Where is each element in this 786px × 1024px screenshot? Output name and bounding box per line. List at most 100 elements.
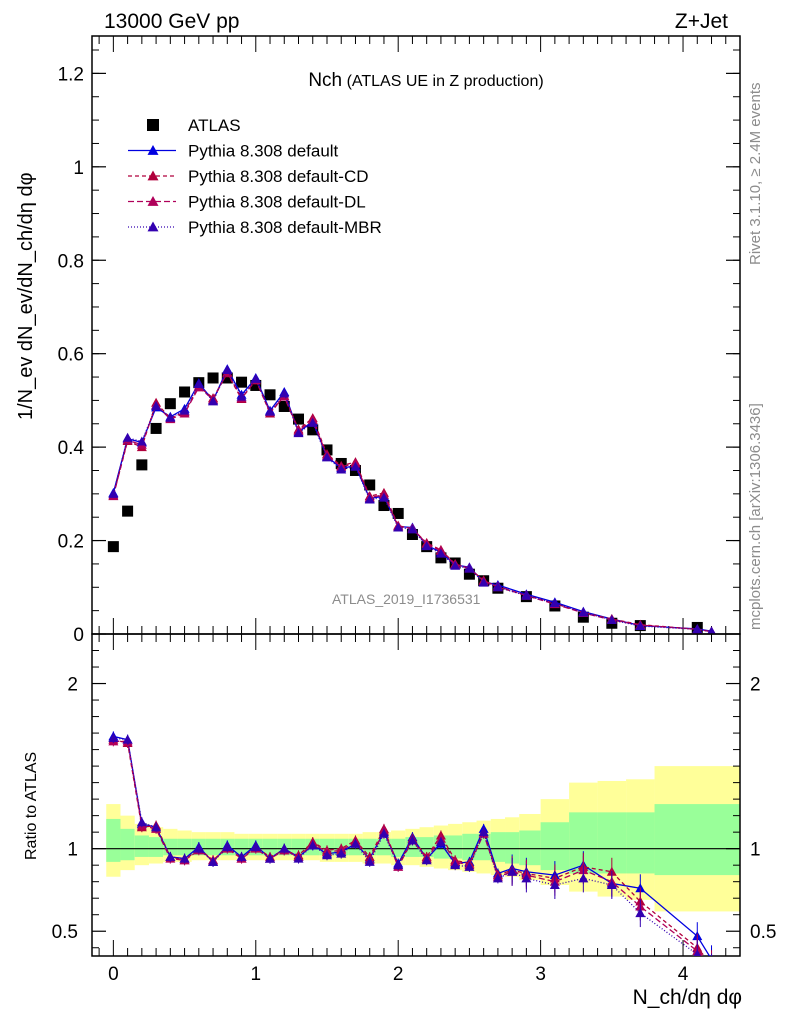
series-marker: [250, 373, 261, 383]
data-point-atlas: [250, 379, 262, 391]
legend-entry-label: Pythia 8.308 default-MBR: [188, 218, 382, 237]
legend-marker: [147, 145, 159, 155]
x-axis-label: N_ch/dη dφ: [633, 986, 742, 1009]
data-point-atlas: [264, 389, 276, 401]
ratio-series-marker: [165, 851, 176, 861]
ratio-series-marker: [236, 851, 247, 861]
ratio-series-marker: [407, 835, 418, 845]
ratio-plot-panel: 0 1 2 3 4 0.5 0.5 1 1 2 2: [52, 633, 776, 985]
chart-title-main: Nch: [308, 70, 342, 91]
ratio-series-marker: [549, 879, 560, 889]
series-marker: [165, 412, 176, 422]
series-marker: [578, 607, 589, 617]
ratio-series-marker: [421, 855, 432, 865]
series-marker: [236, 391, 247, 401]
series-marker: [635, 621, 646, 631]
legend-entry-label: ATLAS: [188, 116, 241, 135]
series-marker: [435, 548, 446, 558]
ratio-y-tick-label: 2: [67, 675, 78, 696]
data-point-atlas: [364, 479, 376, 491]
series-marker: [336, 464, 347, 474]
ratio-band-green: [490, 832, 506, 862]
data-point-atlas: [221, 372, 233, 384]
legend-entry-label: Pythia 8.308 default-CD: [188, 167, 369, 186]
x-tick-label: 1: [250, 964, 261, 985]
ratio-band-green: [519, 830, 541, 866]
ratio-series-marker: [350, 838, 361, 848]
series-marker: [364, 494, 375, 504]
ratio-y-tick-label: 1: [750, 840, 761, 861]
ratio-series-marker: [464, 861, 475, 871]
ratio-series-marker: [393, 860, 404, 870]
data-point-atlas: [179, 386, 191, 398]
y-tick-label: 0.6: [58, 345, 84, 366]
ratio-series-marker: [179, 853, 190, 863]
ratio-series-marker: [222, 842, 233, 852]
header-left-label: 13000 GeV pp: [104, 10, 239, 33]
ratio-series-marker: [136, 817, 147, 827]
ratio-series-marker: [108, 733, 119, 743]
series-marker: [350, 461, 361, 471]
series-marker: [208, 396, 219, 406]
series-marker: [193, 379, 204, 389]
data-point-atlas: [392, 507, 404, 519]
x-tick-label: 4: [678, 964, 689, 985]
data-point-atlas: [307, 424, 319, 436]
legend-marker: [147, 221, 159, 232]
series-marker: [151, 401, 162, 411]
ratio-series-marker: [151, 822, 162, 832]
ratio-series-marker: [208, 856, 219, 866]
legend-marker-atlas: [147, 119, 159, 131]
y-tick-label: 1.2: [58, 64, 84, 85]
ratio-band-green: [626, 812, 655, 874]
x-tick-label: 3: [535, 964, 546, 985]
series-marker: [136, 436, 147, 446]
main-series-group: [107, 364, 716, 634]
series-marker: [492, 582, 503, 592]
ratio-band-green: [505, 832, 520, 864]
header-right-label: Z+Jet: [675, 10, 728, 33]
legend-entry-label: Pythia 8.308 default-DL: [188, 193, 366, 212]
series-line: [112, 368, 713, 634]
x-tick-label: 2: [393, 964, 404, 985]
series-line: [112, 371, 713, 634]
chart-title-sub: (ATLAS UE in Z production): [347, 73, 544, 90]
ratio-band-green: [654, 804, 740, 876]
ratio-series-group: [108, 731, 717, 972]
data-point-atlas: [150, 422, 162, 434]
ratio-y-tick-label: 0.5: [52, 922, 78, 943]
ratio-y-tick-label: 0.5: [750, 922, 776, 943]
analysis-watermark: ATLAS_2019_I1736531: [332, 591, 481, 607]
mcplots-label: mcplots.cern.ch [arXiv:1306.3436]: [747, 403, 764, 630]
data-point-atlas: [293, 413, 305, 425]
series-marker: [606, 614, 617, 624]
data-point-atlas: [577, 611, 589, 623]
ratio-band-green: [419, 837, 434, 857]
ratio-series-marker: [435, 837, 446, 847]
ratio-series-marker: [521, 873, 532, 883]
data-point-atlas: [122, 505, 134, 517]
series-marker: [421, 541, 432, 551]
series-marker: [692, 624, 703, 634]
ratio-series-marker: [250, 842, 261, 852]
series-marker: [122, 432, 133, 442]
ratio-band-green: [262, 838, 278, 856]
chart-title: Nch (ATLAS UE in Z production): [308, 70, 543, 91]
series-marker: [321, 452, 332, 462]
ratio-series-marker: [293, 853, 304, 863]
y-tick-label: 0: [73, 625, 84, 646]
ratio-series-marker: [193, 843, 204, 853]
legend: ATLAS Pythia 8.308 default Pythia 8.308 de…: [128, 116, 382, 237]
data-point-atlas: [107, 541, 119, 553]
legend-marker: [147, 170, 159, 181]
ratio-series-marker: [307, 840, 318, 850]
legend-entry-label: Pythia 8.308 default: [188, 142, 339, 161]
ratio-band-green: [120, 828, 135, 861]
series-marker: [708, 628, 715, 634]
ratio-series-marker: [279, 843, 290, 853]
ratio-series-marker: [693, 949, 701, 956]
ratio-series-marker: [321, 850, 332, 860]
ratio-band-green: [205, 838, 221, 856]
ratio-series-marker: [707, 963, 717, 972]
ratio-band-green: [391, 838, 406, 857]
